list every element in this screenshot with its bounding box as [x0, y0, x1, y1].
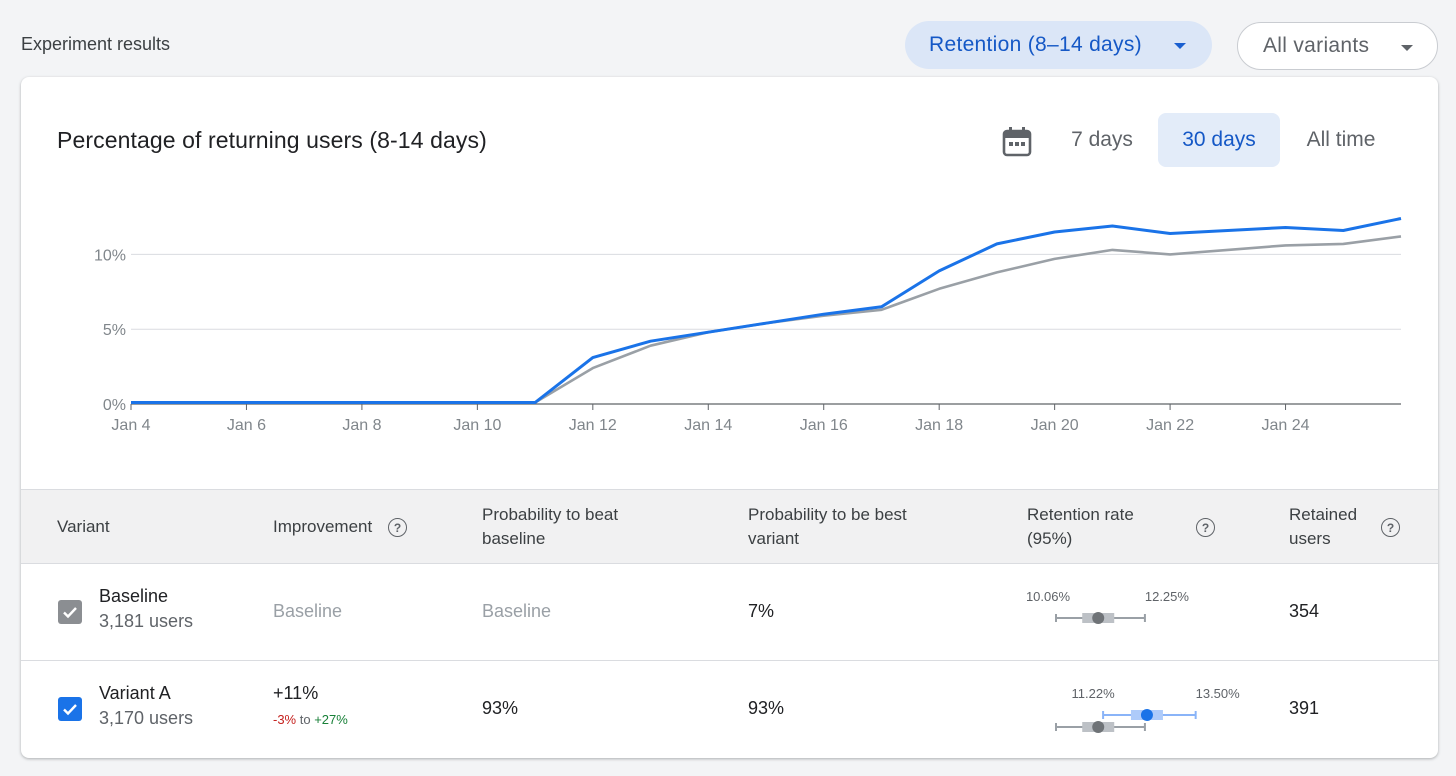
variant-users: 3,170 users [99, 708, 194, 728]
help-icon[interactable]: ? [388, 518, 407, 537]
header-retention-line1: Retention rate [1027, 505, 1134, 524]
variants-dropdown[interactable]: All variants [1237, 22, 1438, 70]
metric-dropdown[interactable]: Retention (8–14 days) [905, 21, 1212, 69]
results-card: Percentage of returning users (8-14 days… [21, 77, 1438, 758]
header-variant: Variant [57, 517, 110, 536]
header-prob-best-line2: variant [748, 529, 800, 548]
table-header: Variant Improvement ? Probability to bea… [21, 489, 1438, 564]
x-tick-label: Jan 16 [800, 417, 848, 434]
variant-a-checkbox[interactable] [58, 697, 82, 721]
header-retained-line1: Retained [1289, 505, 1358, 524]
improvement-low: -3% [273, 712, 297, 727]
x-tick-label: Jan 14 [684, 417, 732, 434]
series-line-variant-a [131, 217, 1402, 404]
x-tick-label: Jan 10 [453, 417, 501, 434]
chevron-down-icon [1174, 43, 1186, 49]
x-tick-label: Jan 12 [569, 417, 617, 434]
x-tick-label: Jan 18 [915, 417, 963, 434]
improvement-to: to [299, 712, 311, 727]
table-row: Baseline 3,181 users Baseline Baseline 7… [21, 564, 1438, 661]
retained-value: 354 [1289, 601, 1320, 621]
ci-point [1092, 721, 1105, 733]
retained-value: 391 [1289, 698, 1320, 718]
y-tick-label: 5% [103, 322, 126, 339]
check-icon [63, 607, 77, 619]
variant-name: Baseline [99, 586, 169, 606]
x-tick-label: Jan 8 [342, 417, 381, 434]
header-prob-best-line1: Probability to be best [748, 505, 907, 524]
x-tick-label: Jan 22 [1146, 417, 1194, 434]
header-retained: Retained users [1289, 503, 1357, 551]
ci-low-label: 10.06% [1026, 589, 1071, 604]
retention-ci-chart: 10.06% 12.25% [1026, 589, 1190, 624]
ci-high-label: 12.25% [1145, 589, 1190, 604]
x-tick-label: Jan 24 [1262, 417, 1310, 434]
prob-beat-value: Baseline [482, 601, 552, 621]
x-tick-label: Jan 4 [111, 417, 150, 434]
prob-best-value: 7% [748, 601, 775, 621]
header-retained-line2: users [1289, 529, 1331, 548]
x-tick-label: Jan 20 [1031, 417, 1079, 434]
ci-point [1092, 612, 1105, 624]
range-30-days-button[interactable]: 30 days [1158, 113, 1280, 167]
chart-title: Percentage of returning users (8-14 days… [57, 127, 487, 153]
ci-high-label: 13.50% [1196, 686, 1241, 701]
improvement-cell: +11% -3% to +27% [273, 683, 348, 727]
header-retention-line2: (95%) [1027, 529, 1073, 548]
improvement-value: Baseline [273, 601, 343, 621]
y-tick-label: 10% [94, 247, 126, 264]
calendar-icon[interactable] [1001, 125, 1033, 157]
ci-point [1140, 709, 1153, 721]
variant-cell: Variant A 3,170 users [99, 683, 193, 729]
help-icon[interactable]: ? [1196, 518, 1215, 537]
retention-line-chart: 0% 5% 10% Jan 4 Jan 6 Jan 8 Jan 10 Jan 12 Jan 14… [94, 217, 1402, 434]
results-table: Variant Improvement ? Probability to bea… [21, 489, 1438, 758]
table-row: Variant A 3,170 users +11% -3% to +27% 9… [21, 661, 1438, 758]
header-prob-beat-line2: baseline [482, 529, 546, 548]
prob-beat-value: 93% [482, 698, 519, 718]
header-prob-best: Probability to be best variant [748, 503, 907, 551]
variants-dropdown-label: All variants [1263, 34, 1370, 57]
header-improvement: Improvement [273, 517, 373, 536]
x-tick-label: Jan 6 [227, 417, 266, 434]
baseline-checkbox[interactable] [58, 600, 82, 624]
improvement-range: -3% to +27% [273, 712, 348, 727]
header-prob-beat: Probability to beat baseline [482, 503, 618, 551]
series-line-baseline [131, 235, 1402, 404]
header-prob-beat-line1: Probability to beat [482, 505, 619, 524]
retention-ci-chart: 11.22% 13.50% [1055, 686, 1241, 733]
chevron-down-icon [1401, 45, 1413, 51]
improvement-high: +27% [314, 712, 348, 727]
header-retention: Retention rate (95%) [1027, 503, 1134, 551]
range-all-time-button[interactable]: All time [1306, 128, 1376, 151]
metric-dropdown-label: Retention (8–14 days) [929, 33, 1142, 56]
variant-name: Variant A [99, 683, 171, 703]
page-title: Experiment results [21, 34, 171, 54]
prob-best-value: 93% [748, 698, 785, 718]
variant-cell: Baseline 3,181 users [99, 586, 193, 632]
range-7-days-button[interactable]: 7 days [1071, 128, 1133, 151]
variant-users: 3,181 users [99, 611, 194, 631]
check-icon [63, 704, 77, 716]
improvement-value: +11% [273, 683, 319, 703]
ci-low-label: 11.22% [1072, 686, 1116, 701]
help-icon[interactable]: ? [1381, 518, 1400, 537]
y-tick-label: 0% [103, 397, 126, 414]
